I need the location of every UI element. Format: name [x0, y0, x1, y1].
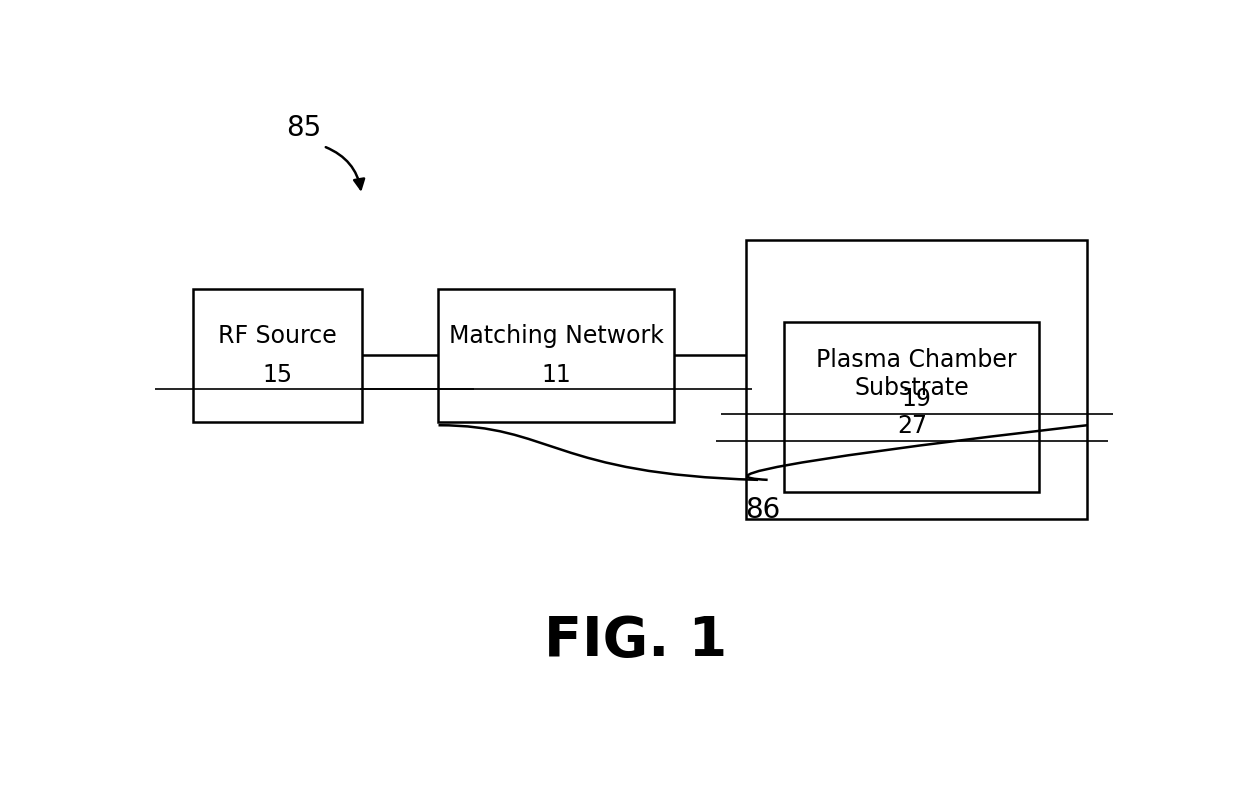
Bar [439, 288, 675, 422]
Text: Plasma Chamber: Plasma Chamber [816, 348, 1017, 372]
Text: 27: 27 [897, 414, 926, 438]
Text: RF Source: RF Source [218, 324, 337, 348]
Bar [193, 288, 362, 422]
Text: 15: 15 [263, 363, 293, 387]
Text: Matching Network: Matching Network [449, 324, 663, 348]
Text: Substrate: Substrate [854, 376, 970, 400]
Bar [785, 322, 1039, 492]
Text: 11: 11 [542, 363, 572, 387]
Bar [746, 240, 1087, 519]
Text: 86: 86 [745, 496, 780, 524]
Text: FIG. 1: FIG. 1 [544, 614, 727, 667]
Text: 19: 19 [901, 387, 931, 411]
Text: 85: 85 [286, 114, 321, 142]
